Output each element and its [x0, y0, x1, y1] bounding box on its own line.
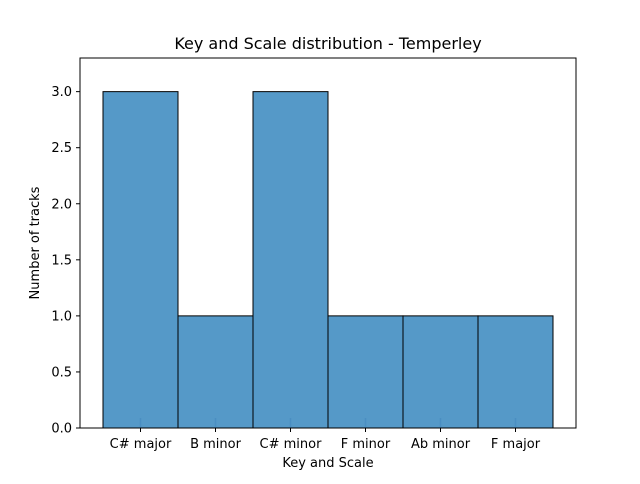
y-tick-label: 2.0: [51, 197, 72, 212]
bar-f-major: [477, 315, 554, 429]
bar-b-minor: [177, 315, 254, 429]
bar-c-minor: [252, 91, 329, 429]
y-tick-label: 1.5: [51, 253, 72, 268]
x-axis-ticks: C# major B minor C# minor F minor Ab minor F …: [110, 428, 541, 452]
x-tick-label: B minor: [190, 437, 242, 452]
plot-frame: [79, 57, 577, 429]
x-tick-label: F major: [491, 437, 541, 452]
bar-f-minor: [327, 315, 404, 429]
y-tick-label: 2.5: [51, 141, 72, 156]
bar-c-major: [102, 91, 179, 429]
chart-title: Key and Scale distribution - Temperley: [174, 34, 481, 53]
x-axis-label: Key and Scale: [282, 456, 373, 471]
y-tick-label: 0.0: [51, 422, 72, 437]
y-axis-label: Number of tracks: [28, 186, 43, 299]
y-axis-ticks: 0.0 0.5 1.0 1.5 2.0 2.5 3.0: [51, 85, 80, 437]
x-tick-label: F minor: [341, 437, 391, 452]
bars-group: [102, 91, 554, 429]
rug-marks-group: [139, 418, 517, 428]
y-tick-label: 0.5: [51, 365, 72, 380]
y-tick-label: 1.0: [51, 309, 72, 324]
x-tick-label: C# major: [110, 437, 172, 452]
x-tick-label: C# minor: [260, 437, 323, 452]
x-tick-label: Ab minor: [411, 437, 471, 452]
bar-ab-minor: [402, 315, 479, 429]
y-tick-label: 3.0: [51, 85, 72, 100]
